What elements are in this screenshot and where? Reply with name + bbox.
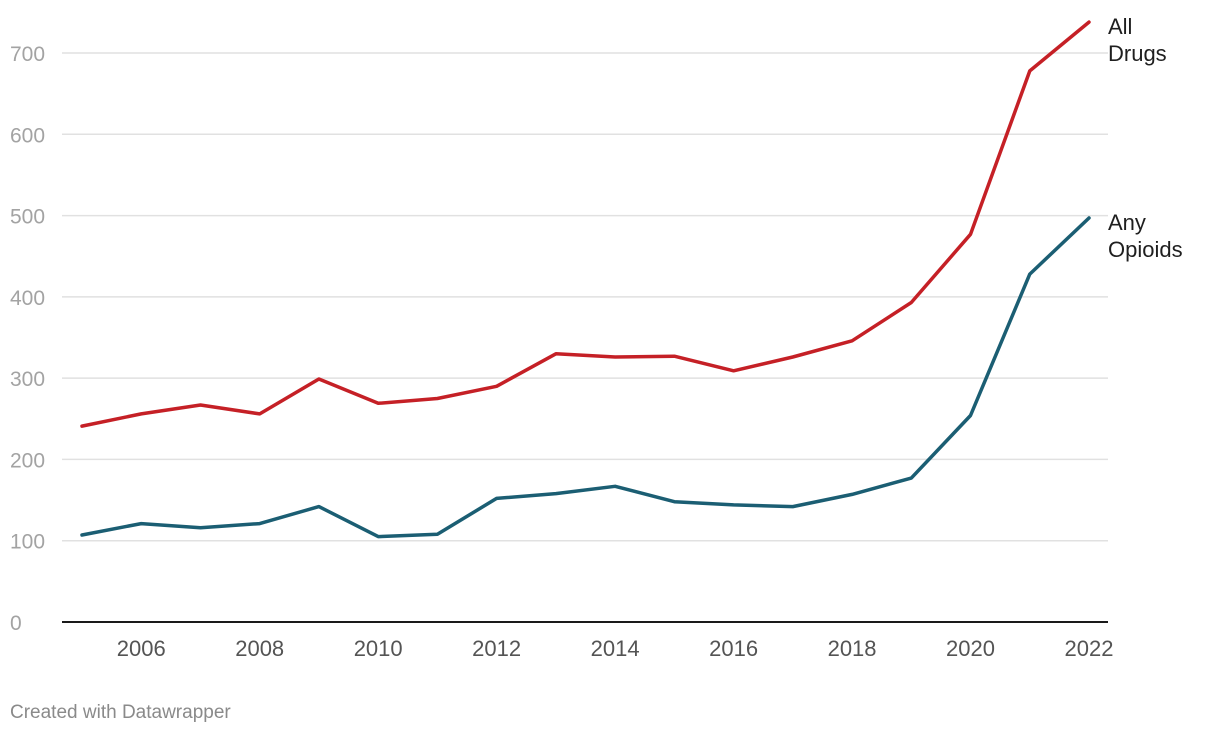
y-tick-label: 100 [10,531,45,554]
x-tick-label: 2020 [946,636,995,661]
series-line-all-drugs [80,20,1091,428]
series-label-line: Any [1108,210,1146,235]
y-axis-ticks: 0 100 200 300 400 500 600 700 [10,43,45,635]
x-tick-label: 2010 [354,636,403,661]
series-label-line: Drugs [1108,41,1167,66]
series-labels: All Drugs Any Opioids [1108,14,1183,262]
x-axis: 2006 2008 2010 2012 2014 2016 2018 2020 2022 [62,621,1114,661]
x-tick-label: 2012 [472,636,521,661]
y-tick-label: 700 [10,43,45,66]
x-tick-label: 2016 [709,636,758,661]
x-tick-label: 2008 [235,636,284,661]
y-tick-label: 300 [10,368,45,391]
y-tick-label: 400 [10,287,45,310]
x-tick-label: 2022 [1065,636,1114,661]
y-tick-label: 0 [10,612,22,635]
series-line-any-opioids [80,216,1091,539]
credit-text: Created with Datawrapper [10,702,231,723]
x-tick-label: 2006 [117,636,166,661]
y-tick-label: 500 [10,206,45,229]
x-tick-label: 2014 [591,636,640,661]
y-tick-label: 600 [10,124,45,147]
series-label-any-opioids: Any Opioids [1108,210,1183,262]
series-label-line: All [1108,14,1132,39]
y-tick-label: 200 [10,449,45,472]
series-label-all-drugs: All Drugs [1108,14,1167,66]
gridlines [62,52,1108,542]
series-lines [80,20,1091,539]
x-tick-label: 2018 [828,636,877,661]
series-label-line: Opioids [1108,237,1183,262]
